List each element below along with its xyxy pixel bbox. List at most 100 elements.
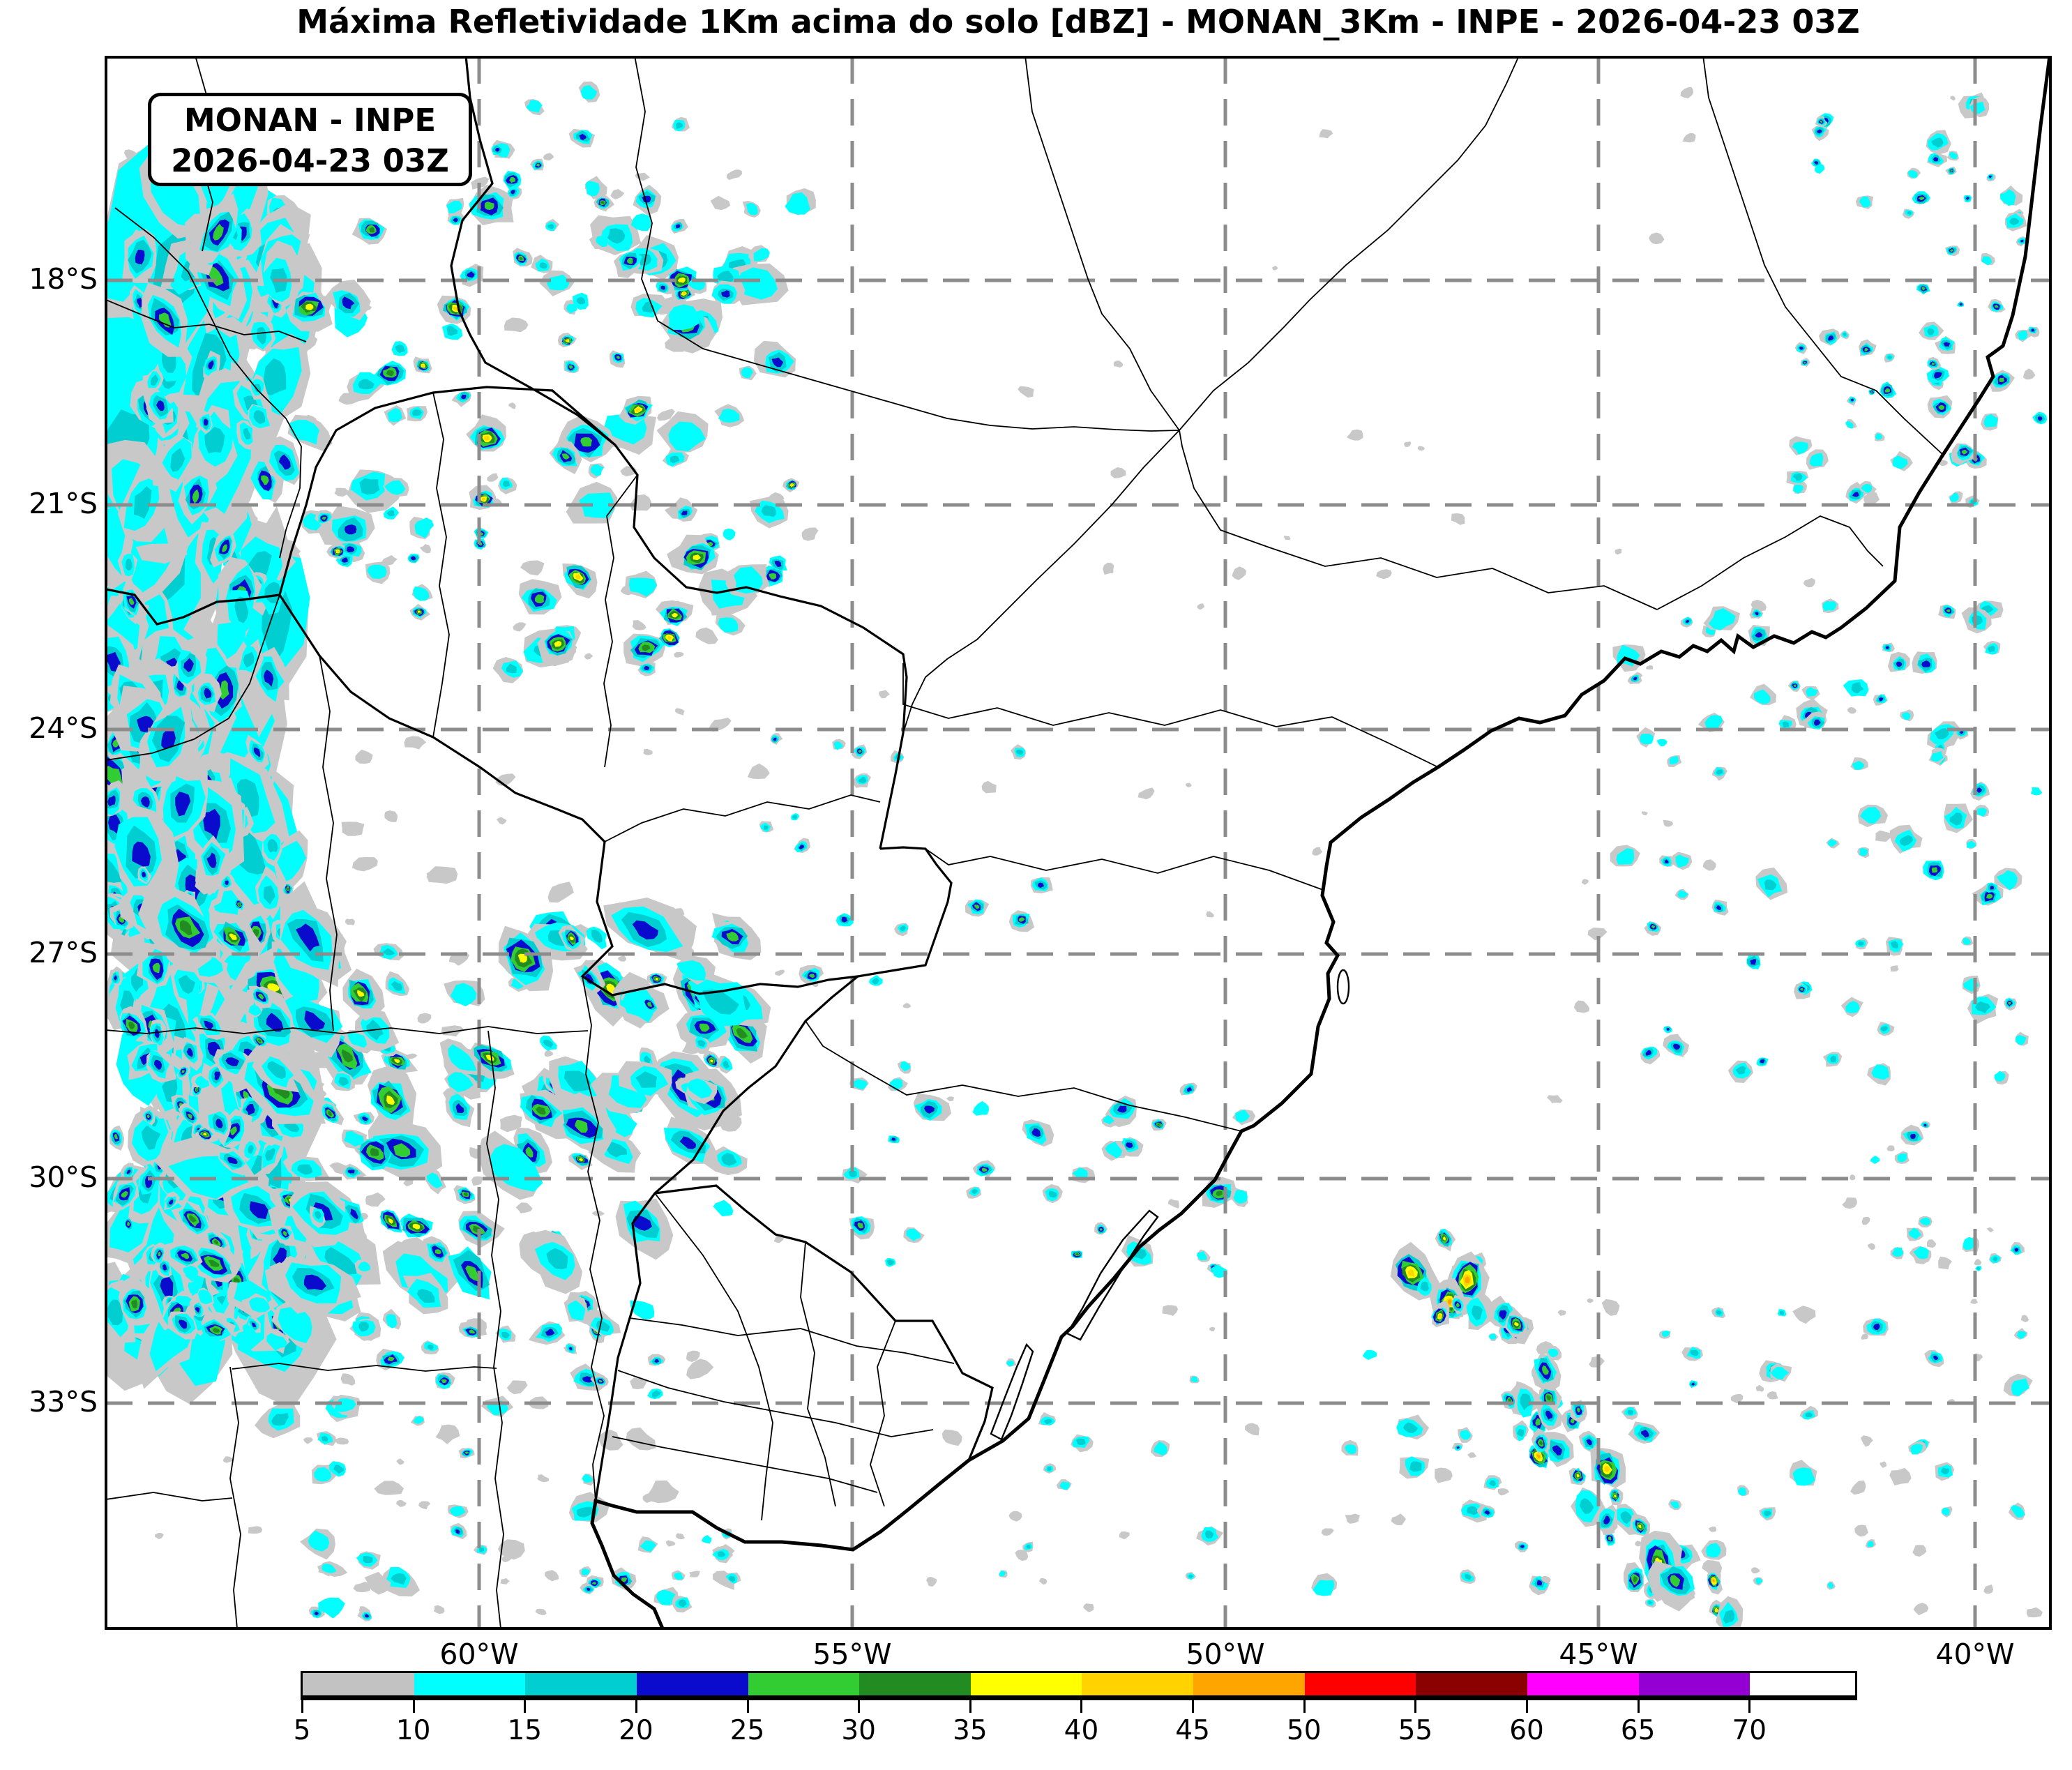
precip-cell: [1828, 839, 1837, 847]
precip-cell: [1651, 925, 1656, 929]
precip-cell: [369, 227, 375, 233]
precip-cell: [676, 122, 683, 129]
precip-cell: [601, 201, 605, 204]
precip-cell: [900, 1061, 911, 1072]
precip-cell: [1018, 917, 1025, 922]
precip-cell: [2020, 1315, 2029, 1322]
precip-cell: [1702, 859, 1716, 871]
model-run-inset: MONAN - INPE 2026-04-23 03Z: [148, 93, 472, 186]
precip-cell: [981, 780, 997, 794]
precip-cell: [1793, 473, 1803, 481]
precip-cell: [1233, 1190, 1248, 1204]
precip-cell: [576, 296, 586, 305]
precip-cell: [303, 1274, 326, 1291]
precip-cell: [1934, 728, 1949, 739]
precip-cell: [699, 1023, 710, 1032]
precip-cell: [353, 1582, 371, 1593]
precip-cell: [1751, 1567, 1760, 1574]
precip-cell: [1362, 1349, 1377, 1360]
precip-cell: [1896, 661, 1903, 667]
precip-cell: [999, 1571, 1006, 1577]
precip-cell: [1845, 421, 1854, 429]
precip-cell: [1730, 1393, 1744, 1404]
precip-cell: [267, 839, 278, 853]
lat-tick-label: 24°S: [29, 711, 98, 745]
precip-cell: [1465, 1276, 1470, 1284]
precip-cell: [1059, 1481, 1071, 1490]
precip-cell: [1851, 682, 1864, 694]
precip-cell: [1587, 1298, 1594, 1303]
precip-cell: [1635, 1541, 1642, 1547]
precip-cell: [131, 1299, 138, 1309]
precip-cell: [774, 969, 785, 976]
colorbar-tick-label: 60: [1509, 1715, 1544, 1746]
precip-cell: [1541, 1576, 1551, 1584]
precip-cell: [668, 304, 700, 331]
precip-cell: [114, 1134, 118, 1140]
precip-cell: [598, 1429, 623, 1451]
precip-cell: [151, 374, 159, 386]
precip-cell: [569, 937, 574, 941]
precip-cell: [168, 1200, 174, 1205]
precip-cell: [238, 903, 241, 906]
precip-cell: [140, 796, 150, 808]
precip-cell: [630, 1300, 655, 1319]
precip-cell: [133, 486, 152, 519]
precip-cell: [229, 1126, 237, 1136]
precip-cell: [229, 933, 237, 940]
precip-cell: [1417, 446, 1425, 451]
precip-cell: [717, 271, 734, 282]
precip-cell: [1038, 1578, 1048, 1585]
precip-cell: [543, 153, 554, 160]
precip-cell: [1892, 455, 1908, 469]
precip-cell: [447, 1072, 474, 1093]
precip-cell: [809, 974, 815, 978]
precip-cell: [455, 1529, 460, 1534]
colorbar-tick-mark: [1192, 1700, 1195, 1713]
precip-cell: [1601, 1299, 1620, 1316]
precip-cell: [906, 1228, 921, 1241]
precip-cell: [630, 213, 651, 232]
precip-cell: [646, 1001, 652, 1008]
precip-cell: [358, 1322, 369, 1332]
precip-cell: [305, 303, 314, 310]
precip-cell: [535, 1608, 547, 1615]
precip-cell: [170, 448, 186, 472]
precip-cell: [203, 808, 220, 840]
precip-cell: [1723, 1610, 1735, 1624]
precip-cell: [178, 974, 196, 994]
precip-cell: [1755, 1578, 1763, 1584]
precip-cell: [1977, 808, 1988, 817]
precip-cell: [206, 852, 217, 868]
precip-cell: [1931, 867, 1938, 873]
precip-cell: [391, 1573, 407, 1585]
precip-cell: [152, 962, 160, 974]
precip-cell: [1994, 305, 1999, 308]
precip-cell: [341, 822, 365, 836]
precip-cell: [204, 427, 225, 453]
precip-cell: [630, 1377, 647, 1390]
colorbar-segment: [1527, 1673, 1639, 1698]
precip-cell: [263, 358, 287, 396]
precip-cell: [195, 1075, 209, 1089]
precip-cell: [1852, 760, 1865, 770]
precip-cell: [1814, 161, 1819, 165]
precip-cell: [1760, 1059, 1765, 1064]
precip-cell: [1940, 1467, 1949, 1475]
precip-cell: [591, 930, 603, 943]
precip-cell: [575, 574, 581, 580]
precip-cell: [1827, 1582, 1834, 1589]
precip-cell: [362, 1117, 368, 1121]
precip-cell: [769, 573, 776, 580]
colorbar-tick-label: 50: [1286, 1715, 1322, 1746]
precip-cell: [547, 274, 570, 291]
precip-cell: [1675, 854, 1689, 868]
precip-cell: [580, 85, 598, 100]
precip-cell: [1822, 601, 1837, 611]
precip-cell: [478, 1548, 485, 1552]
colorbar-tick-label: 55: [1398, 1715, 1433, 1746]
precip-cell: [449, 1506, 466, 1517]
precip-cell: [212, 1328, 220, 1333]
precip-cell: [1875, 433, 1883, 440]
